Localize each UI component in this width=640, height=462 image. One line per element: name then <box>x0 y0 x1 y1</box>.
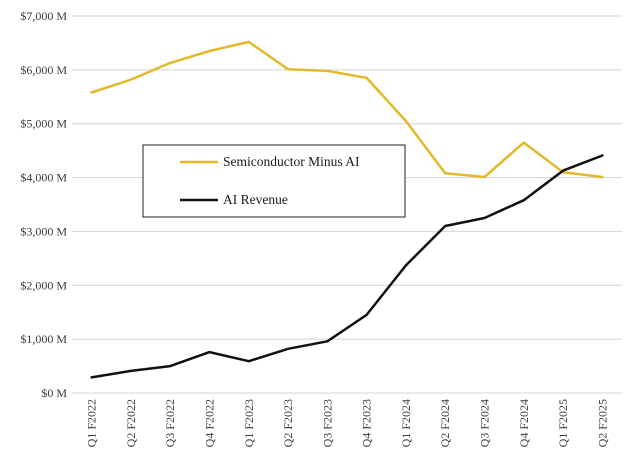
x-tick-label: Q3 F2023 <box>320 399 334 447</box>
x-tick-label: Q3 F2022 <box>163 399 177 447</box>
legend-label-semiconductor-minus-ai: Semiconductor Minus AI <box>223 154 360 169</box>
legend: Semiconductor Minus AI AI Revenue <box>143 145 405 217</box>
x-tick-label: Q4 F2022 <box>203 399 217 447</box>
x-tick-label: Q4 F2023 <box>360 399 374 447</box>
y-tick-label: $2,000 M <box>20 278 67 292</box>
y-tick-label: $4,000 M <box>20 171 67 185</box>
x-tick-label: Q2 F2022 <box>124 399 138 447</box>
y-tick-label: $0 M <box>41 386 67 400</box>
legend-label-ai-revenue: AI Revenue <box>223 192 288 207</box>
y-tick-label: $7,000 M <box>20 9 67 23</box>
y-axis-ticks: $0 M $1,000 M $2,000 M $3,000 M $4,000 M $5,0… <box>20 9 67 400</box>
y-tick-label: $3,000 M <box>20 224 67 238</box>
x-tick-label: Q3 F2024 <box>478 399 492 447</box>
x-tick-label: Q2 F2023 <box>281 399 295 447</box>
x-tick-label: Q1 F2025 <box>556 399 570 447</box>
x-tick-label: Q2 F2024 <box>438 399 452 447</box>
y-tick-label: $5,000 M <box>20 117 67 131</box>
x-tick-label: Q4 F2024 <box>517 399 531 447</box>
y-tick-label: $1,000 M <box>20 332 67 346</box>
x-tick-label: Q2 F2025 <box>595 399 609 447</box>
x-axis-ticks: Q1 F2022 Q2 F2022 Q3 F2022 Q4 F2022 Q1 F2023… <box>85 399 610 447</box>
x-tick-label: Q1 F2022 <box>85 399 99 447</box>
x-tick-label: Q1 F2024 <box>399 399 413 447</box>
x-tick-label: Q1 F2023 <box>242 399 256 447</box>
y-tick-label: $6,000 M <box>20 63 67 77</box>
